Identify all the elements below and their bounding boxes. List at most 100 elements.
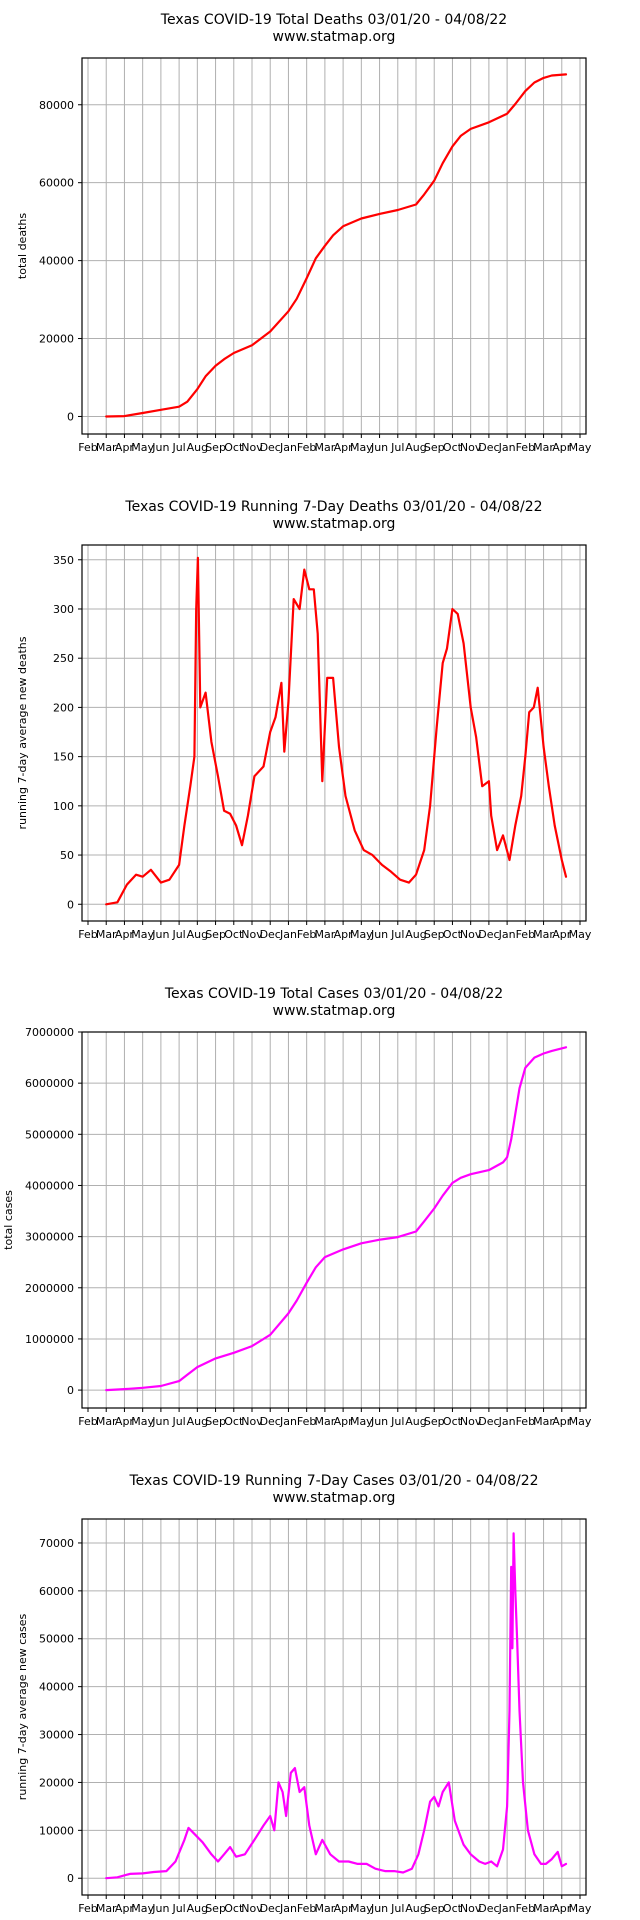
x-tick-label: Feb	[78, 928, 97, 941]
y-tick-label: 300	[53, 603, 74, 616]
x-tick-label: Mar	[96, 928, 117, 941]
x-tick-label: May	[569, 1415, 592, 1428]
x-tick-label: Jul	[171, 441, 185, 454]
x-tick-label: Feb	[516, 928, 535, 941]
y-tick-label: 50000	[39, 1633, 74, 1646]
chart-title: Texas COVID-19 Total Cases 03/01/20 - 04…	[164, 986, 503, 1002]
x-tick-label: Nov	[460, 928, 482, 941]
x-tick-label: Jul	[390, 928, 404, 941]
y-tick-label: 20000	[39, 333, 74, 346]
series-line	[105, 556, 568, 906]
x-tick-label: Jun	[370, 441, 388, 454]
y-tick-label: 10000	[39, 1824, 74, 1837]
x-tick-label: Feb	[297, 441, 316, 454]
x-tick-label: Aug	[405, 441, 426, 454]
y-tick-label: 0	[67, 410, 74, 423]
x-tick-label: Sep	[205, 928, 226, 941]
chart-title: Texas COVID-19 Total Deaths 03/01/20 - 0…	[160, 12, 507, 28]
x-tick-label: Sep	[424, 1902, 445, 1915]
y-tick-label: 250	[53, 652, 74, 665]
y-axis-label: running 7-day average new deaths	[16, 636, 29, 829]
x-tick-label: Dec	[478, 1415, 499, 1428]
x-tick-label: Dec	[260, 1415, 281, 1428]
x-tick-label: Oct	[224, 1902, 244, 1915]
x-tick-label: Apr	[334, 441, 354, 454]
y-tick-label: 5000000	[25, 1128, 74, 1141]
x-tick-label: Sep	[205, 1415, 226, 1428]
y-tick-label: 100	[53, 800, 74, 813]
x-tick-label: Oct	[443, 928, 463, 941]
x-tick-label: Jan	[279, 928, 297, 941]
x-tick-label: Mar	[533, 1902, 554, 1915]
chart-subtitle: www.statmap.org	[273, 1490, 396, 1506]
x-tick-label: Jun	[370, 1415, 388, 1428]
x-tick-label: Sep	[205, 1902, 226, 1915]
chart-2: Texas COVID-19 Running 7-Day Deaths 03/0…	[16, 499, 592, 941]
x-tick-label: Nov	[241, 441, 263, 454]
x-tick-label: Jun	[370, 928, 388, 941]
chart-1: Texas COVID-19 Total Deaths 03/01/20 - 0…	[16, 12, 592, 454]
x-tick-label: Aug	[187, 1902, 208, 1915]
y-tick-label: 150	[53, 751, 74, 764]
x-tick-label: Aug	[187, 441, 208, 454]
y-tick-label: 4000000	[25, 1179, 74, 1192]
x-tick-label: Apr	[334, 1415, 354, 1428]
x-tick-label: Mar	[315, 1902, 336, 1915]
x-tick-label: Jan	[279, 1902, 297, 1915]
x-tick-label: Nov	[241, 1902, 263, 1915]
x-tick-label: Jul	[390, 1902, 404, 1915]
chart-4: Texas COVID-19 Running 7-Day Cases 03/01…	[16, 1473, 592, 1915]
x-tick-label: Mar	[533, 1415, 554, 1428]
x-tick-label: Feb	[516, 1415, 535, 1428]
x-tick-label: Mar	[96, 441, 117, 454]
y-axis-label: total deaths	[16, 213, 29, 279]
x-tick-label: Jul	[390, 1415, 404, 1428]
x-tick-label: Oct	[224, 441, 244, 454]
x-tick-label: Dec	[260, 928, 281, 941]
x-tick-label: Jan	[279, 441, 297, 454]
y-tick-label: 0	[67, 898, 74, 911]
x-tick-label: Feb	[78, 1902, 97, 1915]
y-axis-label: total cases	[2, 1190, 15, 1250]
x-tick-label: May	[131, 928, 154, 941]
y-tick-label: 200	[53, 701, 74, 714]
x-tick-label: Aug	[187, 928, 208, 941]
x-tick-label: Apr	[115, 1902, 135, 1915]
x-tick-label: Jun	[151, 1902, 169, 1915]
y-tick-label: 7000000	[25, 1026, 74, 1039]
x-tick-label: Dec	[478, 1902, 499, 1915]
y-tick-label: 30000	[39, 1729, 74, 1742]
x-tick-label: Oct	[224, 1415, 244, 1428]
x-tick-label: Jun	[151, 1415, 169, 1428]
x-tick-label: Nov	[241, 1415, 263, 1428]
chart-subtitle: www.statmap.org	[273, 29, 396, 45]
x-tick-label: Feb	[297, 928, 316, 941]
x-tick-label: Jan	[498, 1902, 516, 1915]
x-tick-label: Oct	[443, 1415, 463, 1428]
y-tick-label: 0	[67, 1384, 74, 1397]
x-tick-label: May	[131, 1415, 154, 1428]
y-tick-label: 50	[60, 849, 74, 862]
x-tick-label: Sep	[205, 441, 226, 454]
x-tick-label: Jan	[498, 928, 516, 941]
y-tick-label: 350	[53, 554, 74, 567]
x-tick-label: May	[350, 928, 373, 941]
x-tick-label: Jul	[171, 1902, 185, 1915]
x-tick-label: Mar	[315, 1415, 336, 1428]
x-tick-label: Apr	[552, 1415, 572, 1428]
x-tick-label: Mar	[533, 441, 554, 454]
y-tick-label: 3000000	[25, 1231, 74, 1244]
x-tick-label: Aug	[405, 928, 426, 941]
x-tick-label: Jan	[279, 1415, 297, 1428]
x-tick-label: Apr	[552, 441, 572, 454]
x-tick-label: Jun	[151, 441, 169, 454]
chart-subtitle: www.statmap.org	[273, 516, 396, 532]
plot-frame	[81, 1031, 587, 1409]
x-tick-label: Nov	[241, 928, 263, 941]
x-tick-label: Feb	[516, 441, 535, 454]
x-tick-label: Apr	[334, 1902, 354, 1915]
series-line	[105, 1046, 568, 1392]
x-tick-label: Nov	[460, 1415, 482, 1428]
x-tick-label: Oct	[443, 441, 463, 454]
